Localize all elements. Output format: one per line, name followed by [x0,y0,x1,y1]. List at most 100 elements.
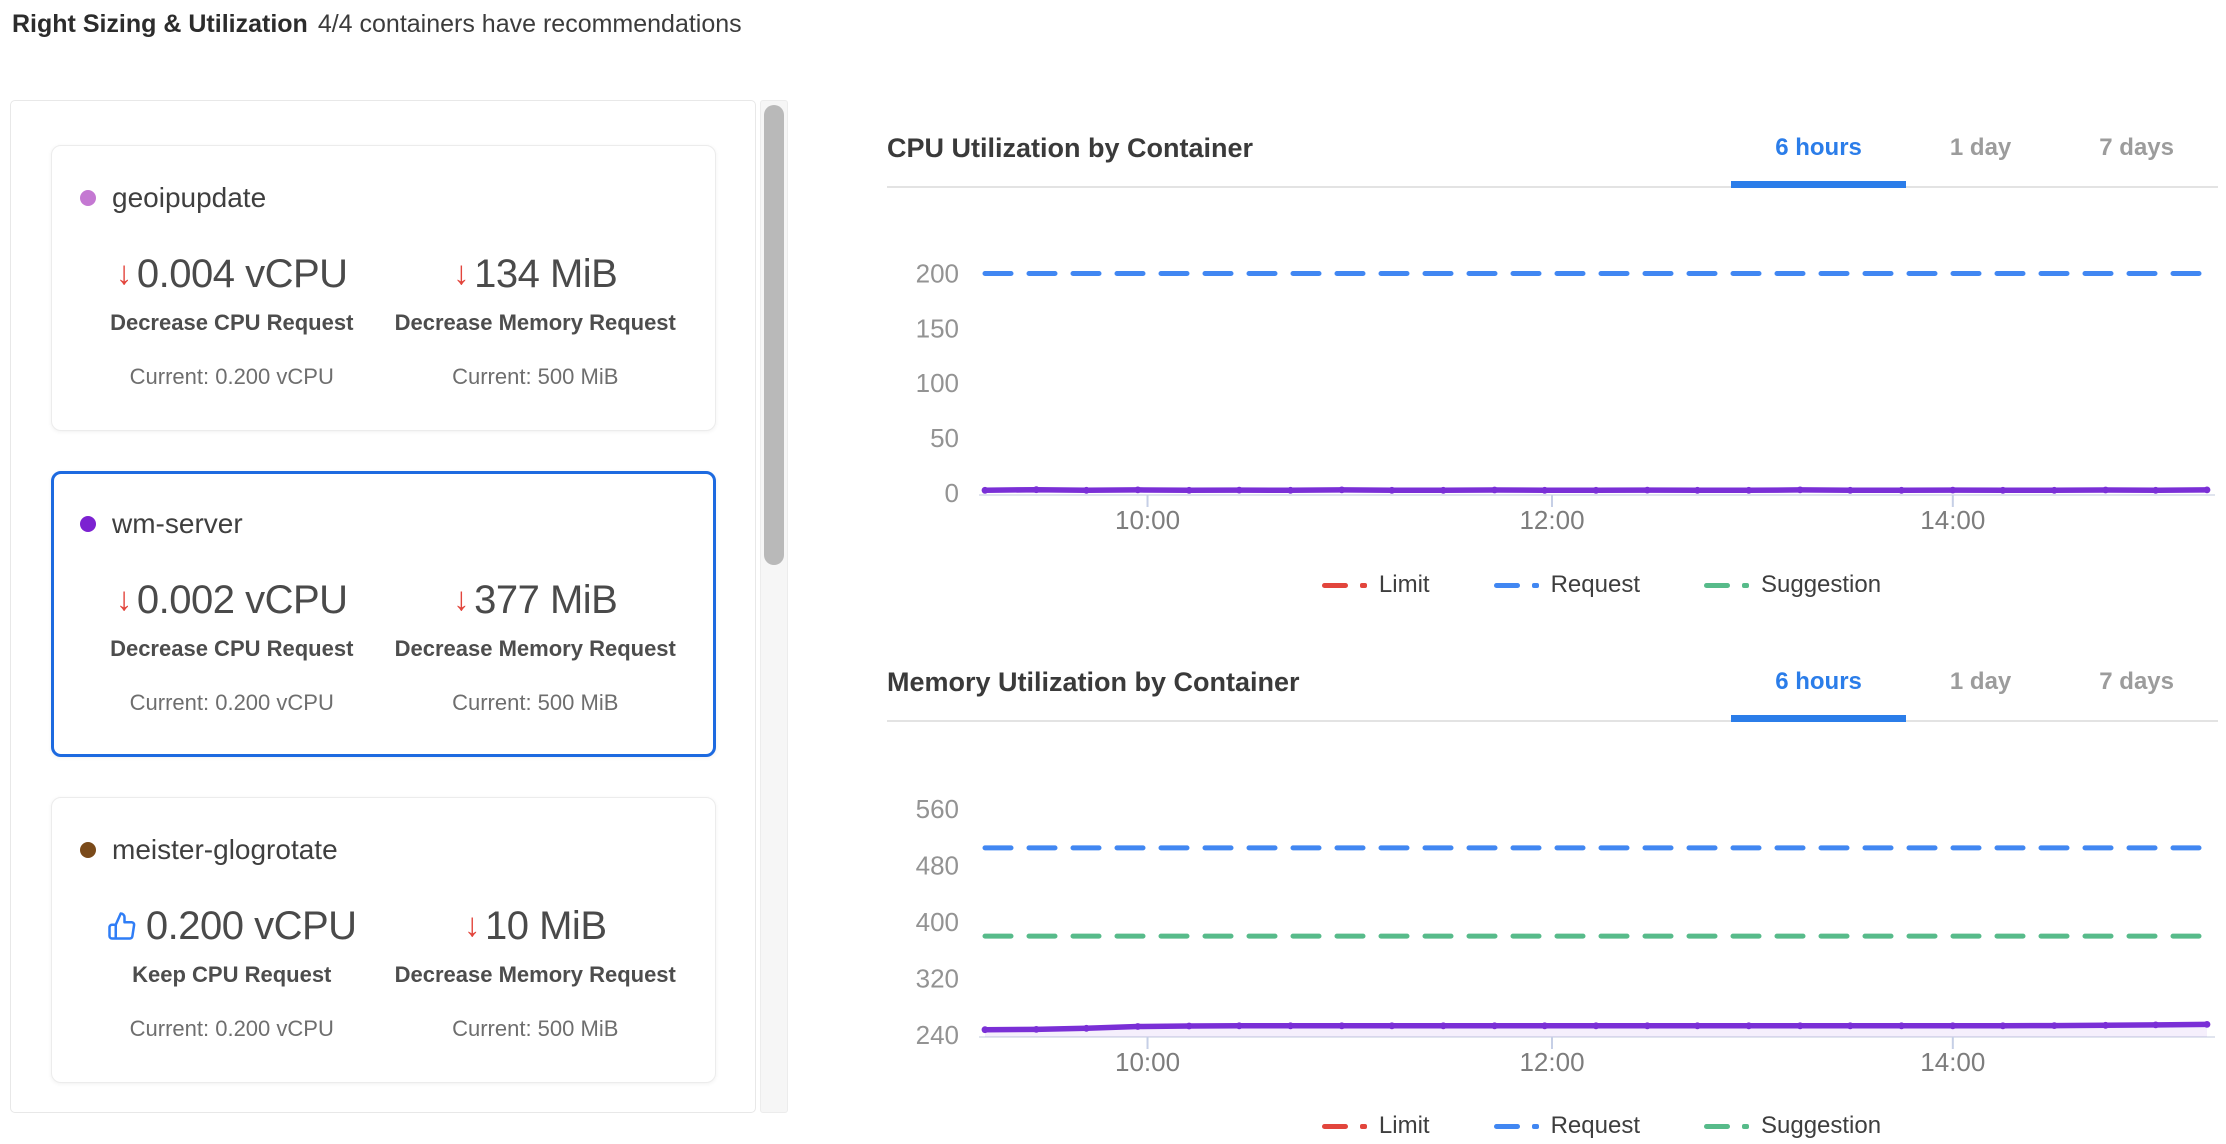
legend-limit[interactable]: Limit [1321,571,1430,599]
legend-request[interactable]: Request [1493,571,1640,599]
request-dash-icon [1493,582,1520,588]
y-axis-tick-label: 50 [930,423,959,453]
legend-label: Suggestion [1760,571,1882,598]
cpu-current-value: Current: 0.200 vCPU [129,690,334,715]
suggestion-dot-icon [1741,582,1749,588]
memory-recommendation: ↓ 134 MiB Decrease Memory Request Current: … [384,252,688,390]
page-title: Right Sizing & Utilization [12,10,308,38]
container-card-meister-glogrotate[interactable]: meister-glogrotate 0.200 vCPU Keep CPU Req… [51,797,716,1083]
request-dot-icon [1531,1123,1539,1129]
cpu-recommended-value: 0.200 vCPU [107,904,357,948]
cpu-chart-header: CPU Utilization by Container 6 hours 1 da… [887,130,2218,188]
memory-value-text: 10 MiB [485,904,607,948]
container-color-dot-icon [80,842,96,858]
legend-suggestion[interactable]: Suggestion [1703,1112,1882,1140]
tab-7-days[interactable]: 7 days [2099,134,2174,161]
recommendations-panel[interactable]: geoipupdate ↓ 0.004 vCPU Decrease CPU Reque… [10,100,756,1113]
tab-1-day[interactable]: 1 day [1949,668,2012,695]
memory-utilization-section: Memory Utilization by Container 6 hours 1… [887,664,2218,1140]
cpu-recommended-value: ↓ 0.002 vCPU [116,578,348,622]
x-axis-tick-label: 10:00 [1115,1047,1180,1077]
tab-6-hours[interactable]: 6 hours [1731,130,1906,188]
cpu-value-text: 0.002 vCPU [136,578,348,622]
x-axis-tick-label: 14:00 [1920,1047,1985,1077]
legend-limit[interactable]: Limit [1321,1112,1430,1140]
cpu-value-text: 0.200 vCPU [145,904,357,948]
memory-recommendation: ↓ 377 MiB Decrease Memory Request Current: … [384,578,688,716]
legend-label: Suggestion [1760,1112,1882,1139]
recommendation-metrics: ↓ 0.002 vCPU Decrease CPU Request Current: … [80,578,687,716]
cpu-recommendation: ↓ 0.004 vCPU Decrease CPU Request Current: … [80,252,384,390]
page-header: Right Sizing & Utilization 4/4 containers… [12,10,742,39]
cpu-chart-canvas[interactable]: 0 50 100 150 200 10:00 12:00 14:00 [887,188,2218,533]
limit-dash-icon [1321,582,1348,588]
memory-recommended-value: ↓ 377 MiB [453,578,618,622]
y-axis-tick-label: 320 [916,964,959,994]
memory-current-value: Current: 500 MiB [452,690,619,715]
decrease-arrow-icon: ↓ [115,579,133,617]
memory-time-range-tabs: 6 hours 1 day 7 days [1731,664,2218,722]
cpu-recommendation: ↓ 0.002 vCPU Decrease CPU Request Current: … [80,578,384,716]
decrease-arrow-icon: ↓ [464,905,481,943]
cpu-chart-legend: Limit Request Suggestion [887,571,2218,599]
decrease-arrow-icon: ↓ [115,253,133,291]
x-axis-tick-label: 12:00 [1519,1047,1584,1077]
x-axis-tick-label: 14:00 [1920,505,1985,533]
legend-label: Limit [1378,1112,1430,1139]
page-subtitle: 4/4 containers have recommendations [317,10,742,38]
legend-suggestion[interactable]: Suggestion [1703,571,1882,599]
legend-request[interactable]: Request [1493,1112,1640,1140]
memory-chart-canvas[interactable]: 240 320 400 480 560 10:00 12:00 14:00 [887,722,2218,1084]
suggestion-dash-icon [1703,582,1730,588]
memory-action-label: Decrease Memory Request [394,962,676,987]
y-axis-tick-label: 560 [916,794,959,824]
cpu-action-label: Keep CPU Request [132,962,332,987]
memory-action-label: Decrease Memory Request [394,636,676,661]
limit-dot-icon [1359,1123,1367,1129]
container-color-dot-icon [80,190,96,206]
tab-1-day[interactable]: 1 day [1949,134,2012,161]
container-card-title: wm-server [80,508,687,540]
recommendation-metrics: 0.200 vCPU Keep CPU Request Current: 0.200… [80,904,687,1042]
memory-recommended-value: ↓ 10 MiB [464,904,607,948]
cpu-recommendation: 0.200 vCPU Keep CPU Request Current: 0.200… [80,904,384,1042]
panel-scrollbar-track[interactable] [760,100,788,1113]
y-axis-tick-label: 480 [916,851,959,881]
container-card-geoipupdate[interactable]: geoipupdate ↓ 0.004 vCPU Decrease CPU Reque… [51,145,716,431]
suggestion-dot-icon [1741,1123,1749,1129]
x-axis-tick-label: 12:00 [1519,505,1584,533]
y-axis-tick-label: 0 [945,478,959,508]
decrease-arrow-icon: ↓ [453,253,470,291]
container-card-wm-server[interactable]: wm-server ↓ 0.002 vCPU Decrease CPU Request… [51,471,716,757]
container-name: meister-glogrotate [112,834,338,865]
y-axis-tick-label: 150 [916,313,959,343]
memory-chart-legend: Limit Request Suggestion [887,1112,2218,1140]
panel-scrollbar-thumb[interactable] [764,105,784,565]
limit-dot-icon [1359,582,1367,588]
cpu-utilization-section: CPU Utilization by Container 6 hours 1 da… [887,130,2218,599]
request-dash-icon [1493,1123,1520,1129]
request-dot-icon [1531,582,1539,588]
cpu-current-value: Current: 0.200 vCPU [129,364,334,389]
tab-7-days[interactable]: 7 days [2099,668,2174,695]
cpu-action-label: Decrease CPU Request [110,636,354,661]
memory-chart-header: Memory Utilization by Container 6 hours 1… [887,664,2218,722]
memory-value-text: 134 MiB [474,252,618,296]
container-name: geoipupdate [112,182,267,213]
memory-chart-title: Memory Utilization by Container [887,667,1300,697]
thumbs-up-icon [107,911,137,941]
container-card-title: meister-glogrotate [80,834,687,866]
memory-value-text: 377 MiB [474,578,618,622]
cpu-action-label: Decrease CPU Request [110,310,354,335]
suggestion-dash-icon [1703,1123,1730,1129]
memory-current-value: Current: 500 MiB [452,1016,619,1041]
cpu-time-range-tabs: 6 hours 1 day 7 days [1731,130,2218,188]
container-card-title: geoipupdate [80,182,687,214]
tab-6-hours[interactable]: 6 hours [1731,664,1906,722]
cpu-chart-title: CPU Utilization by Container [887,133,1254,163]
memory-recommendation: ↓ 10 MiB Decrease Memory Request Current: 5… [384,904,688,1042]
cpu-current-value: Current: 0.200 vCPU [129,1016,334,1041]
decrease-arrow-icon: ↓ [453,579,470,617]
recommendation-metrics: ↓ 0.004 vCPU Decrease CPU Request Current: … [80,252,687,390]
x-axis-tick-label: 10:00 [1115,505,1180,533]
